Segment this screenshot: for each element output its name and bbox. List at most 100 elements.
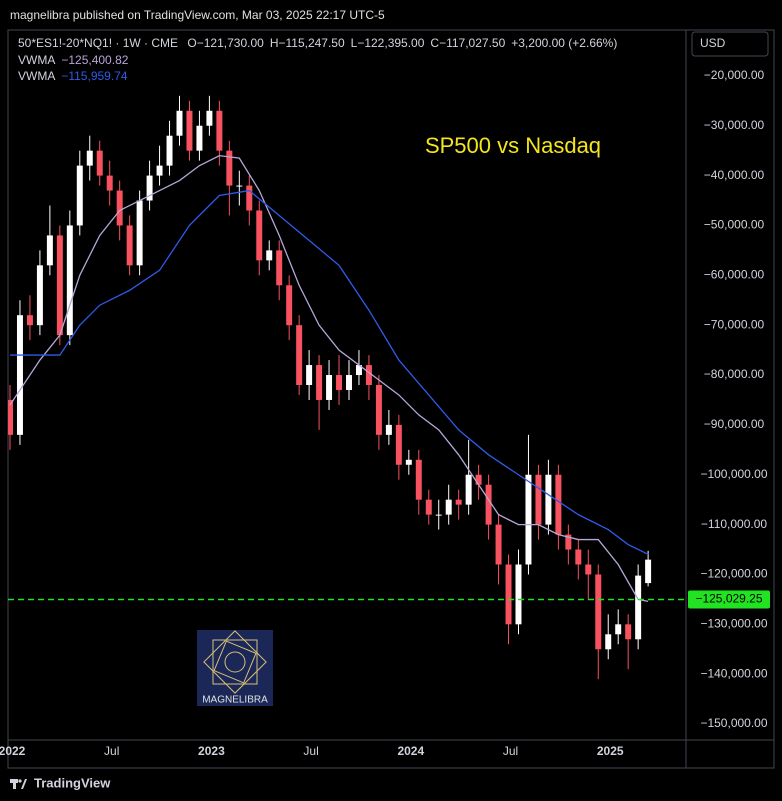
candle-body [565,534,572,550]
candle-body [355,365,362,376]
ohlc-value: H−115,247.50 [269,36,345,50]
x-tick-label: Jul [104,744,119,758]
candle-body [336,375,343,390]
candle-body [26,315,33,326]
candle-body [375,385,382,435]
vwma-line [9,154,649,603]
candle-body [595,574,602,650]
candle-body [246,185,253,211]
candle-body [445,499,452,515]
symbol: 50*ES1!-20*NQ1! · 1W · CME [18,36,179,50]
y-tick-label: −60,000.00 [704,267,765,281]
x-tick-label: Jul [503,744,518,758]
candle-body [525,474,532,565]
candle-body [585,564,592,575]
legend-value: −125,400.82 [61,53,129,67]
candle-body [106,175,113,191]
logo: MAGNELIBRA [197,630,273,706]
candle-body [306,365,313,385]
candle-body [286,285,293,326]
ohlc-value: C−117,027.50 [430,36,506,50]
candle-body [465,474,472,505]
candle-body [405,459,412,465]
candle-body [365,365,372,385]
candle-body [645,559,652,584]
candle-body [176,110,183,136]
candle-body [485,484,492,525]
y-tick-label: −40,000.00 [704,168,765,182]
publisher: magnelibra published on TradingView.com,… [10,8,385,22]
y-tick-label: −150,000.00 [700,716,767,730]
y-tick-label: −130,000.00 [700,616,767,630]
footer-brand: TradingView [34,775,111,790]
candle-body [415,459,422,500]
y-tick-label: −140,000.00 [700,666,767,680]
currency[interactable]: USD [700,36,726,50]
y-tick-label: −90,000.00 [704,417,765,431]
candle-body [615,624,622,635]
candle-body [196,125,203,151]
footer-logo [10,779,27,789]
legend-value: −115,959.74 [61,69,128,83]
candle-body [475,474,482,485]
candle-body [266,250,273,261]
candle-body [455,499,462,505]
ohlc-value: L−122,395.00 [350,36,425,50]
x-tick-label: Jul [303,744,318,758]
legend-entry: VWMA −125,400.82 [18,52,128,68]
candle-body [146,175,153,201]
candle-body [186,110,193,151]
candle-body [66,225,73,336]
chart-title: SP500 vs Nasdaq [425,133,601,158]
candle-body [435,514,442,516]
candle-body [56,235,63,336]
candle-body [545,474,552,525]
candle-body [635,575,642,640]
candle-body [515,564,522,625]
candle-body [116,190,123,226]
candle-body [505,564,512,625]
candle-body [625,624,632,640]
x-tick-label: 2024 [397,744,424,758]
candle-body [555,474,562,535]
candle-body [86,150,93,166]
candle-body [76,165,83,226]
x-tick-label: 2025 [597,744,624,758]
candle-body [156,165,163,176]
frame [7,29,775,769]
price-label-box [688,590,770,609]
candle-body [316,365,323,400]
vwma-line [9,189,649,555]
candle-body [136,200,143,266]
ohlc-value: O−121,730.00 [187,36,264,50]
logo-text: MAGNELIBRA [202,695,268,706]
currency-button[interactable] [691,31,769,57]
plot-area [8,95,652,680]
candle-body [8,399,13,435]
candle-body [16,315,23,435]
candle-body [326,375,333,400]
legend: VWMA −125,400.82 VWMA −115,959.74 [18,52,128,84]
y-tick-label: −100,000.00 [700,467,767,481]
symbol-row: 50*ES1!-20*NQ1! · 1W · CME O−121,730.00 H… [18,36,623,50]
candle-body [96,150,103,176]
legend-name: VWMA [18,53,56,67]
candle-body [495,524,502,565]
candle-body [236,185,243,187]
candle-body [425,499,432,515]
candle-body [126,225,133,266]
y-tick-label: −50,000.00 [704,218,765,232]
candle-body [395,424,402,465]
candle-body [385,424,392,435]
candle-body [36,265,43,326]
y-tick-label: −70,000.00 [704,317,765,331]
candle-body [256,210,263,261]
y-tick-label: −80,000.00 [704,367,765,381]
y-tick-label: −110,000.00 [701,517,768,531]
candle-body [296,325,303,385]
x-tick-label: 2022 [0,744,26,758]
ohlc-value: +3,200.00 (+2.66%) [511,36,618,50]
candle-body [346,375,352,390]
